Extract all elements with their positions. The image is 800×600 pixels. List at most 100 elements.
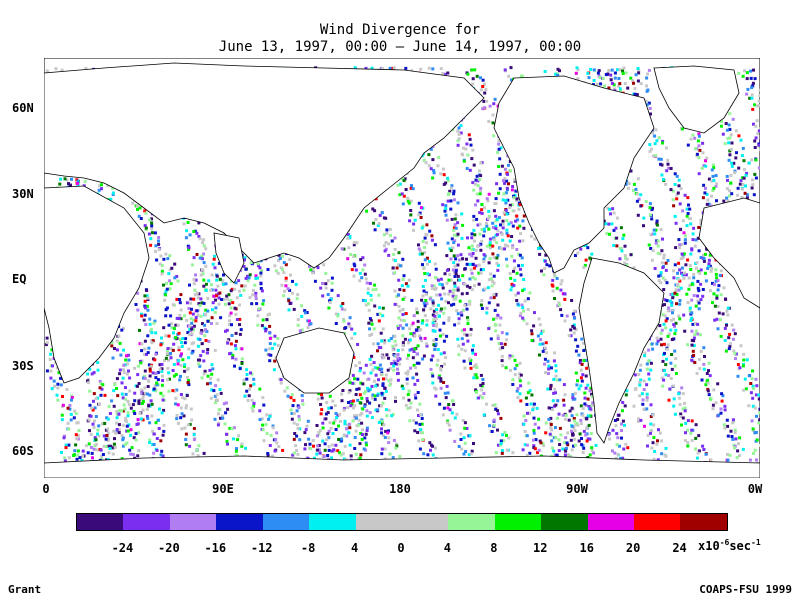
divergence-cell [218, 291, 222, 295]
divergence-cell [240, 357, 244, 361]
divergence-cell [492, 134, 496, 138]
divergence-cell [385, 353, 389, 357]
divergence-cell [518, 379, 522, 383]
divergence-cell [519, 232, 522, 236]
divergence-cell [341, 389, 345, 392]
divergence-cell [476, 223, 480, 227]
divergence-cell [466, 72, 470, 76]
divergence-cell [431, 313, 435, 317]
divergence-cell [552, 453, 556, 457]
divergence-cell [400, 192, 404, 196]
divergence-cell [201, 322, 204, 326]
divergence-cell [522, 226, 526, 230]
divergence-cell [546, 387, 550, 391]
divergence-cell [479, 383, 483, 387]
divergence-cell [423, 251, 427, 255]
divergence-cell [484, 88, 488, 91]
divergence-cell [149, 327, 153, 331]
divergence-cell [351, 373, 355, 377]
divergence-cell [520, 74, 524, 78]
divergence-cell [505, 212, 509, 216]
divergence-cell [433, 315, 437, 318]
divergence-cell [368, 387, 372, 391]
divergence-cell [401, 278, 405, 281]
divergence-cell [502, 192, 506, 196]
divergence-cell [100, 183, 103, 187]
divergence-cell [292, 412, 296, 415]
divergence-cell [169, 282, 173, 286]
divergence-cell [488, 257, 492, 261]
divergence-cell [171, 348, 175, 352]
divergence-cell [256, 314, 260, 318]
divergence-cell [151, 371, 155, 375]
divergence-cell [289, 396, 293, 400]
divergence-cell [395, 372, 399, 376]
divergence-cell [409, 401, 413, 405]
divergence-cell [219, 316, 223, 320]
divergence-cell [96, 361, 100, 365]
divergence-cell [512, 269, 515, 273]
divergence-cell [488, 424, 492, 428]
divergence-cell [175, 297, 179, 301]
divergence-cell [496, 428, 499, 432]
divergence-cell [409, 213, 413, 217]
divergence-cell [538, 323, 542, 327]
divergence-cell [287, 308, 291, 312]
divergence-cell [536, 451, 539, 455]
divergence-cell [229, 289, 233, 293]
divergence-cell [61, 403, 65, 407]
divergence-cell [347, 391, 351, 395]
divergence-cell [398, 324, 402, 328]
divergence-cell [533, 447, 537, 451]
divergence-cell [508, 271, 512, 275]
divergence-cell [101, 453, 105, 456]
divergence-cell [556, 416, 559, 420]
divergence-cell [435, 311, 439, 315]
divergence-cell [473, 277, 477, 281]
divergence-cell [491, 121, 495, 125]
divergence-cell [344, 326, 348, 330]
divergence-cell [261, 318, 265, 322]
divergence-cell [361, 298, 365, 302]
divergence-cell [494, 329, 498, 333]
divergence-cell [492, 293, 496, 296]
divergence-cell [286, 287, 290, 291]
divergence-cell [94, 443, 98, 446]
divergence-cell [323, 442, 327, 446]
divergence-cell [531, 406, 535, 410]
divergence-cell [330, 288, 334, 292]
divergence-cell [456, 221, 460, 225]
divergence-cell [174, 396, 178, 400]
divergence-cell [548, 387, 552, 391]
divergence-cell [397, 304, 401, 308]
divergence-cell [479, 268, 483, 272]
divergence-cell [336, 294, 340, 298]
divergence-cell [381, 314, 385, 318]
divergence-cell [365, 397, 369, 401]
divergence-cell [563, 292, 567, 296]
divergence-cell [172, 342, 176, 346]
divergence-cell [447, 278, 451, 282]
divergence-cell [494, 407, 498, 411]
divergence-cell [305, 424, 309, 428]
divergence-cell [254, 291, 258, 295]
divergence-cell [358, 456, 362, 460]
divergence-cell [463, 349, 467, 353]
divergence-cell [146, 296, 150, 300]
divergence-cell [194, 316, 198, 320]
divergence-cell [438, 314, 441, 318]
divergence-cell [83, 179, 87, 183]
divergence-cell [509, 288, 513, 292]
divergence-cell [221, 414, 225, 418]
divergence-cell [487, 327, 491, 331]
divergence-cell [210, 363, 214, 367]
divergence-cell [249, 261, 253, 265]
divergence-cell [586, 383, 590, 387]
divergence-cell [557, 412, 561, 416]
divergence-cell [67, 427, 71, 431]
divergence-cell [421, 285, 425, 288]
divergence-cell [518, 372, 521, 376]
divergence-cell [266, 453, 270, 457]
divergence-cell [235, 296, 239, 300]
divergence-cell [277, 253, 281, 257]
